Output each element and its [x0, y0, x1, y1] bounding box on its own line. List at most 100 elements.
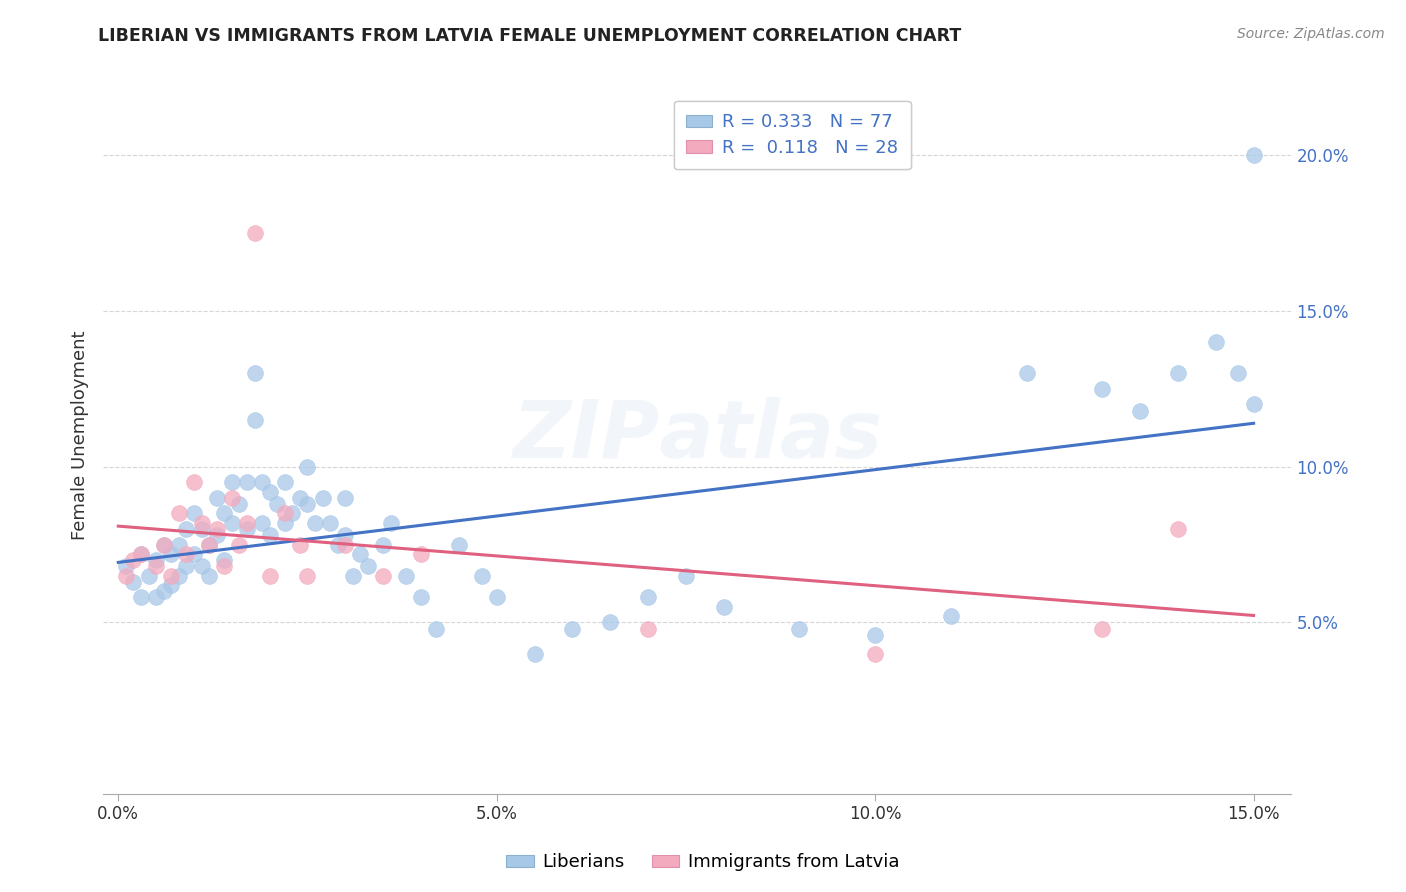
Point: [523, 647, 546, 661]
Point: [342, 568, 364, 582]
Point: [236, 475, 259, 490]
Point: [129, 547, 152, 561]
Point: [637, 591, 659, 605]
Point: [167, 568, 190, 582]
Point: [1243, 148, 1265, 162]
Point: [863, 647, 886, 661]
Point: [145, 591, 167, 605]
Point: [212, 553, 235, 567]
Point: [297, 568, 319, 582]
Point: [198, 537, 221, 551]
Text: LIBERIAN VS IMMIGRANTS FROM LATVIA FEMALE UNEMPLOYMENT CORRELATION CHART: LIBERIAN VS IMMIGRANTS FROM LATVIA FEMAL…: [98, 27, 962, 45]
Point: [176, 547, 198, 561]
Point: [599, 615, 621, 630]
Point: [152, 537, 174, 551]
Point: [114, 559, 136, 574]
Point: [212, 559, 235, 574]
Point: [221, 475, 243, 490]
Point: [160, 568, 183, 582]
Point: [183, 507, 205, 521]
Point: [145, 553, 167, 567]
Point: [190, 516, 212, 530]
Point: [198, 568, 221, 582]
Point: [1205, 335, 1227, 350]
Point: [167, 537, 190, 551]
Point: [198, 537, 221, 551]
Point: [176, 522, 198, 536]
Point: [243, 413, 266, 427]
Point: [274, 475, 297, 490]
Legend: R = 0.333   N = 77, R =  0.118   N = 28: R = 0.333 N = 77, R = 0.118 N = 28: [673, 101, 911, 169]
Point: [288, 537, 311, 551]
Point: [266, 497, 288, 511]
Point: [152, 537, 174, 551]
Point: [357, 559, 380, 574]
Point: [675, 568, 697, 582]
Point: [409, 591, 432, 605]
Point: [114, 568, 136, 582]
Point: [228, 497, 250, 511]
Point: [713, 599, 735, 614]
Legend: Liberians, Immigrants from Latvia: Liberians, Immigrants from Latvia: [499, 847, 907, 879]
Point: [250, 516, 273, 530]
Point: [160, 578, 183, 592]
Point: [281, 507, 304, 521]
Point: [274, 516, 297, 530]
Point: [380, 516, 402, 530]
Point: [243, 366, 266, 380]
Point: [297, 497, 319, 511]
Point: [395, 568, 418, 582]
Point: [145, 559, 167, 574]
Point: [561, 622, 583, 636]
Point: [409, 547, 432, 561]
Point: [297, 459, 319, 474]
Point: [160, 547, 183, 561]
Point: [335, 491, 357, 505]
Point: [863, 628, 886, 642]
Point: [1129, 403, 1152, 417]
Point: [274, 507, 297, 521]
Point: [311, 491, 333, 505]
Point: [221, 516, 243, 530]
Point: [939, 609, 962, 624]
Point: [122, 553, 145, 567]
Point: [373, 537, 395, 551]
Point: [447, 537, 470, 551]
Point: [1091, 382, 1114, 396]
Text: Source: ZipAtlas.com: Source: ZipAtlas.com: [1237, 27, 1385, 41]
Point: [190, 522, 212, 536]
Point: [122, 574, 145, 589]
Point: [205, 522, 228, 536]
Point: [1167, 366, 1189, 380]
Point: [288, 491, 311, 505]
Point: [205, 528, 228, 542]
Point: [373, 568, 395, 582]
Point: [349, 547, 371, 561]
Point: [212, 507, 235, 521]
Point: [471, 568, 494, 582]
Point: [236, 516, 259, 530]
Point: [1167, 522, 1189, 536]
Point: [1243, 397, 1265, 411]
Point: [138, 568, 160, 582]
Point: [236, 522, 259, 536]
Point: [259, 568, 281, 582]
Point: [259, 528, 281, 542]
Point: [167, 507, 190, 521]
Point: [335, 528, 357, 542]
Point: [183, 475, 205, 490]
Point: [243, 226, 266, 240]
Point: [326, 537, 349, 551]
Point: [183, 547, 205, 561]
Point: [1227, 366, 1250, 380]
Point: [789, 622, 811, 636]
Point: [152, 584, 174, 599]
Point: [304, 516, 326, 530]
Point: [425, 622, 447, 636]
Point: [1091, 622, 1114, 636]
Point: [129, 547, 152, 561]
Text: ZIP​atlas: ZIP​atlas: [512, 397, 883, 475]
Y-axis label: Female Unemployment: Female Unemployment: [72, 331, 89, 541]
Point: [1015, 366, 1038, 380]
Point: [221, 491, 243, 505]
